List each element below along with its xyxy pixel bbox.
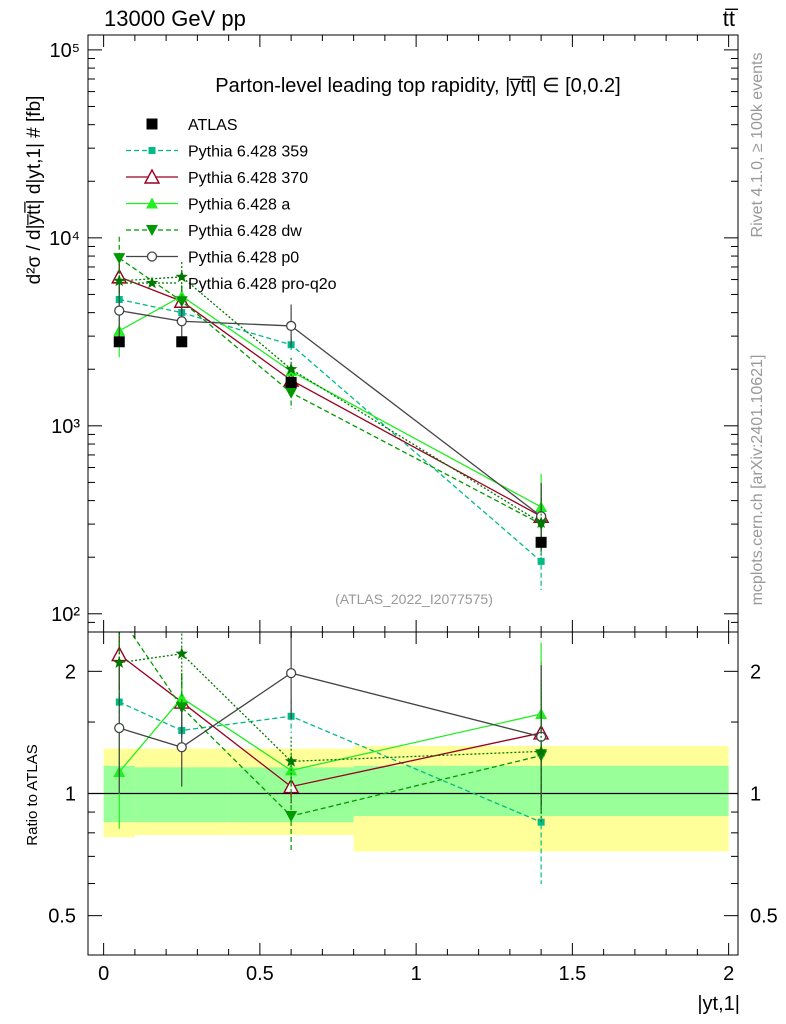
series-point: [285, 320, 297, 332]
legend-marker: [145, 276, 159, 289]
legend-entry-3: Pythia 6.428 dw: [126, 223, 302, 240]
ratio-series-line: [119, 653, 542, 763]
series-point: [114, 305, 125, 316]
x-tick-label: 0.5: [246, 963, 274, 985]
chart-title: Parton-level leading top rapidity, |y̅tt…: [215, 75, 620, 97]
x-axis-label: |yt,1|: [697, 993, 740, 1015]
energy-label: 13000 GeV pp: [104, 6, 246, 31]
ratio-series-line: [118, 701, 542, 823]
legend-marker: [146, 225, 158, 236]
series-point: [537, 557, 545, 565]
legend-entry-0: Pythia 6.428 359: [126, 144, 308, 161]
series-line: [119, 276, 542, 517]
ratio-point: [534, 744, 548, 757]
main-panel: 10² 10³ 10⁴ 10⁵: [49, 34, 739, 633]
legend-label: Pythia 6.428 370: [188, 170, 308, 187]
ratio-point: [113, 610, 125, 621]
series-1: [111, 260, 550, 550]
process-label: tt̅: [723, 6, 739, 31]
series-point: [284, 362, 298, 375]
y-tick-label: 10²: [51, 604, 80, 626]
legend: ATLAS Pythia 6.428 359 Pythia 6.428 370 Pyt…: [126, 117, 337, 293]
ratio-point: [113, 656, 126, 668]
ratio-point: [285, 811, 298, 823]
ratio-point: [176, 742, 187, 753]
data-points: [113, 336, 547, 548]
x-tick-label: 0: [98, 963, 109, 985]
ratio-point: [175, 691, 188, 703]
legend-label: Pythia 6.428 pro-q2o: [188, 276, 337, 293]
y-axis-label: d²σ / d|y̅tt̅| d|yt,1| # [fb]: [24, 96, 45, 285]
series-line: [119, 276, 542, 524]
y-tick-label: 10³: [51, 416, 80, 438]
series-line: [119, 298, 542, 562]
ratio-point: [285, 667, 297, 679]
ratio-series-line: [118, 654, 542, 788]
data-point: [176, 336, 188, 348]
legend-marker: [143, 168, 161, 184]
ratio-tick-label-right: 2: [750, 661, 761, 683]
legend-marker: [146, 118, 158, 130]
legend-entry-4: Pythia 6.428 p0: [126, 250, 299, 267]
legend-label: ATLAS: [188, 117, 238, 134]
ratio-point: [114, 722, 125, 734]
series-5: [113, 259, 548, 556]
ratio-series-5: [113, 632, 548, 823]
legend-label: Pythia 6.428 a: [188, 197, 290, 214]
series-point: [285, 387, 298, 399]
ratio-point: [537, 818, 545, 826]
data-point: [113, 336, 125, 348]
legend-label: Pythia 6.428 359: [188, 144, 308, 161]
series-point: [113, 253, 126, 265]
rivet-label: Rivet 4.1.0, ≥ 100k events: [749, 53, 766, 238]
analysis-label: (ATLAS_2022_I2077575): [335, 591, 493, 607]
legend-entry-1: Pythia 6.428 370: [126, 168, 308, 187]
ratio-tick-label: 1: [65, 784, 76, 806]
y-tick-label: 10⁵: [49, 40, 80, 62]
legend-label: Pythia 6.428 p0: [188, 250, 299, 267]
legend-marker: [146, 251, 158, 262]
data-point: [285, 377, 297, 389]
ratio-y-axis-label: Ratio to ATLAS: [24, 744, 41, 845]
legend-entry-data: ATLAS: [146, 117, 238, 134]
ratio-tick-label: 0.5: [48, 906, 76, 928]
x-tick-label: 2: [723, 963, 734, 985]
series-point: [175, 296, 188, 308]
series-point: [175, 270, 188, 283]
y-tick-label: 10⁴: [49, 228, 80, 250]
ratio-tick-label-right: 1: [750, 784, 761, 806]
x-tick-label: 1: [411, 963, 422, 985]
series-line: [119, 309, 542, 517]
ratio-series-line: [129, 632, 542, 817]
ratio-panel: 0 0.5 1 1.5 2 0.5 0.5 1 1 2 2: [48, 610, 778, 985]
series-line: [118, 295, 542, 508]
ratio-tick-label: 2: [65, 661, 76, 683]
ratio-point: [175, 647, 188, 659]
legend-entry-5: Pythia 6.428 pro-q2o: [126, 276, 337, 293]
series-point: [113, 274, 126, 287]
legend-entry-2: Pythia 6.428 a: [126, 197, 290, 214]
ratio-point: [284, 754, 298, 767]
series-point: [534, 516, 548, 529]
ratio-point: [175, 702, 188, 714]
ratio-series-line: [119, 672, 542, 748]
ratio-series-line: [118, 697, 542, 773]
series-point: [176, 316, 187, 327]
mcplots-label: mcplots.cern.ch [arXiv:2401.10621]: [749, 355, 766, 606]
series-line: [118, 257, 542, 525]
ratio-tick-label-right: 0.5: [750, 906, 778, 928]
legend-marker: [148, 147, 156, 154]
legend-label: Pythia 6.428 dw: [188, 223, 302, 240]
data-point: [535, 536, 547, 548]
main-frame: [87, 34, 739, 633]
legend-marker: [146, 197, 158, 209]
x-tick-label: 1.5: [558, 963, 586, 985]
